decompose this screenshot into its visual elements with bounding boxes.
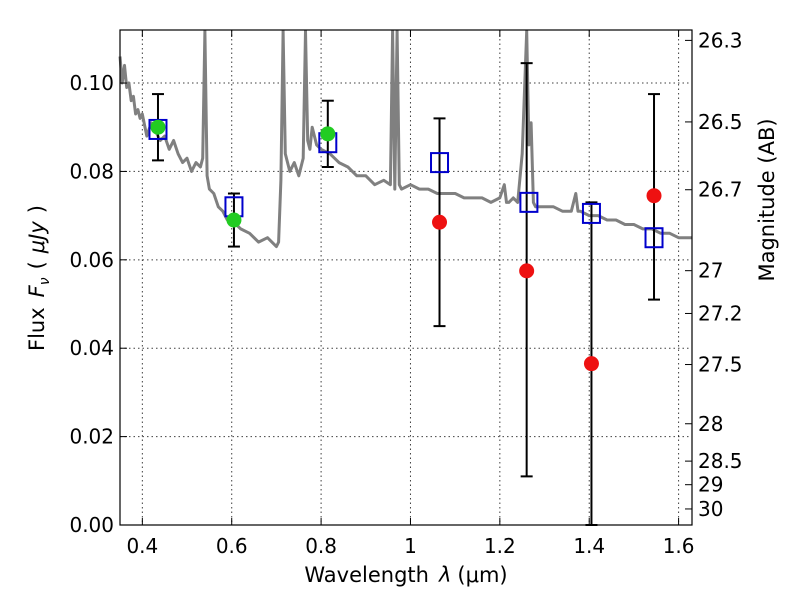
- green-point: [226, 212, 242, 228]
- y-tick-label: 0.06: [69, 248, 114, 272]
- x-tick-label: 0.8: [305, 534, 337, 558]
- mag-tick-label: 28.5: [698, 449, 743, 473]
- x-tick-label: 0.4: [126, 534, 158, 558]
- x-tick-label: 1.6: [663, 534, 695, 558]
- x-axis-label: Wavelength λ (μm): [304, 563, 507, 587]
- y-tick-label: 0.02: [69, 425, 114, 449]
- mag-tick-label: 27.5: [698, 353, 743, 377]
- plot-background: [120, 30, 692, 525]
- model-square: [519, 191, 539, 213]
- mag-tick-label: 26.3: [698, 28, 743, 52]
- model-square: [581, 202, 601, 224]
- y-tick-label: 0.04: [69, 336, 114, 360]
- green-point: [150, 119, 166, 135]
- x-tick-label: 0.6: [216, 534, 248, 558]
- y-axis-label: FluxFν(μJy): [25, 205, 53, 351]
- red-point: [583, 356, 599, 372]
- green-point: [320, 126, 336, 142]
- sed-curve-group: [118, 29, 692, 249]
- plot-frame: [119, 29, 693, 526]
- right-axis-label: Magnitude (AB): [755, 118, 779, 281]
- mag-tick-label: 28: [698, 412, 723, 436]
- y-tick-label: 0.08: [69, 159, 114, 183]
- x-tick-label: 1: [404, 534, 417, 558]
- model-square: [644, 227, 664, 249]
- mag-tick-label: 27: [698, 259, 723, 283]
- red-point: [432, 214, 448, 230]
- mag-tick-label: 26.5: [698, 110, 743, 134]
- y-tick-label: 0.10: [69, 71, 114, 95]
- mag-tick-label: 27.2: [698, 301, 743, 325]
- model-square: [430, 152, 450, 174]
- observed-points: [150, 119, 662, 372]
- y-tick-label: 0.00: [69, 513, 114, 537]
- mag-tick-label: 29: [698, 473, 723, 497]
- sed-line: [118, 29, 692, 249]
- x-tick-label: 1.4: [573, 534, 605, 558]
- axis-ticks: [120, 30, 692, 526]
- red-point: [646, 188, 662, 204]
- mag-tick-label: 30: [698, 497, 723, 521]
- red-point: [519, 263, 535, 279]
- x-tick-label: 1.2: [484, 534, 516, 558]
- mag-tick-label: 26.7: [698, 178, 743, 202]
